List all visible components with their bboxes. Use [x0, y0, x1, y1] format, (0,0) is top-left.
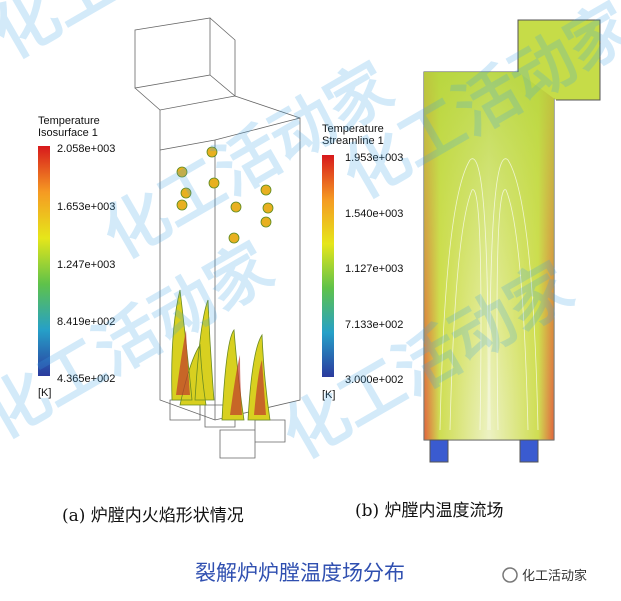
colorbar-tick: 1.247e+003: [57, 259, 115, 271]
colorbar-unit: [K]: [38, 387, 51, 399]
colorbar-unit: [K]: [322, 389, 335, 401]
colorbar-subtitle: Isosurface 1: [38, 127, 98, 139]
colorbar-tick: 2.058e+003: [57, 143, 115, 155]
colorbar: [38, 146, 50, 376]
colorbar-tick: 1.653e+003: [57, 201, 115, 213]
colorbar-tick: 1.953e+003: [345, 152, 403, 164]
panel-a-legend: Temperature Isosurface 1 2.058e+003 1.65…: [38, 115, 115, 399]
logo-text: 化工活动家: [522, 568, 587, 584]
colorbar-tick: 8.419e+002: [57, 316, 115, 328]
panel-caption: (a) 炉膛内火焰形状情况: [62, 506, 244, 526]
furnace-a: [134, 17, 301, 459]
colorbar: [322, 155, 334, 377]
figure-caption: 裂解炉炉膛温度场分布: [195, 561, 405, 585]
colorbar-subtitle: Streamline 1: [322, 135, 384, 147]
colorbar-tick: 7.133e+002: [345, 319, 403, 331]
colorbar-tick: 1.127e+003: [345, 263, 403, 275]
furnace-b: [423, 19, 601, 463]
colorbar-title: Temperature: [322, 123, 384, 135]
colorbar-tick: 3.000e+002: [345, 374, 403, 386]
colorbar-title: Temperature: [38, 115, 100, 127]
colorbar-tick: 1.540e+003: [345, 208, 403, 220]
logo: 化工活动家: [502, 567, 587, 584]
colorbar-tick: 4.365e+002: [57, 373, 115, 385]
panel-b-legend: Temperature Streamline 1 1.953e+003 1.54…: [322, 123, 403, 401]
panel-caption: (b) 炉膛内温度流场: [355, 501, 504, 521]
flames: [171, 146, 274, 421]
